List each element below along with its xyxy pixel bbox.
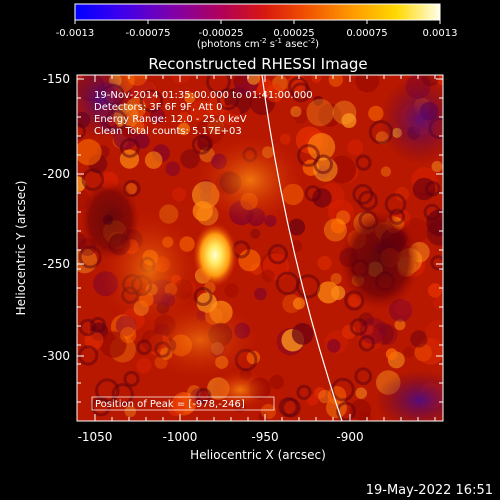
info-line: Detectors: 3F 6F 9F, Att 0 — [94, 102, 222, 113]
info-line: Energy Range: 12.0 - 25.0 keV — [94, 114, 247, 125]
flare-peak-source — [193, 223, 237, 287]
colorbar — [74, 3, 441, 21]
x-tick-label: -950 — [251, 430, 278, 444]
colorbar-tick-label: -0.0013 — [56, 28, 95, 39]
colorbar-ticks: -0.0013 -0.00075 -0.00025 0.00025 0.00075 0.0… — [56, 20, 458, 39]
y-tick-label: -300 — [43, 349, 70, 363]
colorbar-units-label: (photons cm-2 s-1 asec-2) — [197, 37, 319, 50]
x-tick-label: -1050 — [78, 430, 113, 444]
observation-info: 19-Nov-2014 01:35:00.000 to 01:41:00.000… — [94, 90, 313, 137]
axis-ticks — [77, 75, 443, 421]
plot-title: Reconstructed RHESSI Image — [148, 55, 367, 73]
info-line: Clean Total counts: 5.17E+03 — [94, 126, 242, 137]
y-axis-label: Heliocentric Y (arcsec) — [14, 181, 28, 316]
colorbar-tick-label: 0.0013 — [423, 28, 458, 39]
x-tick-labels: -1050 -1000 -950 -900 — [78, 430, 364, 444]
colorbar-tick-label: -0.00025 — [199, 28, 244, 39]
colorbar-tick-label: 0.00025 — [273, 28, 314, 39]
y-tick-label: -200 — [43, 167, 70, 181]
peak-label-box — [91, 396, 275, 411]
solar-limb-line — [261, 75, 343, 421]
colorbar-tick-label: 0.00075 — [346, 28, 387, 39]
x-tick-label: -900 — [336, 430, 363, 444]
x-tick-label: -1000 — [163, 430, 198, 444]
y-tick-label: -150 — [43, 72, 70, 86]
plot-frame — [76, 74, 444, 422]
peak-position-label: Position of Peak = [-978,-246] — [95, 399, 245, 410]
x-axis-label: Heliocentric X (arcsec) — [190, 448, 326, 462]
info-line: 19-Nov-2014 01:35:00.000 to 01:41:00.000 — [94, 90, 313, 101]
y-tick-labels: -150 -200 -250 -300 — [43, 72, 70, 363]
footer-timestamp: 19-May-2022 16:51 — [366, 483, 493, 498]
colorbar-tick-label: -0.00075 — [126, 28, 171, 39]
rhessi-image — [77, 75, 443, 421]
y-tick-label: -250 — [43, 257, 70, 271]
